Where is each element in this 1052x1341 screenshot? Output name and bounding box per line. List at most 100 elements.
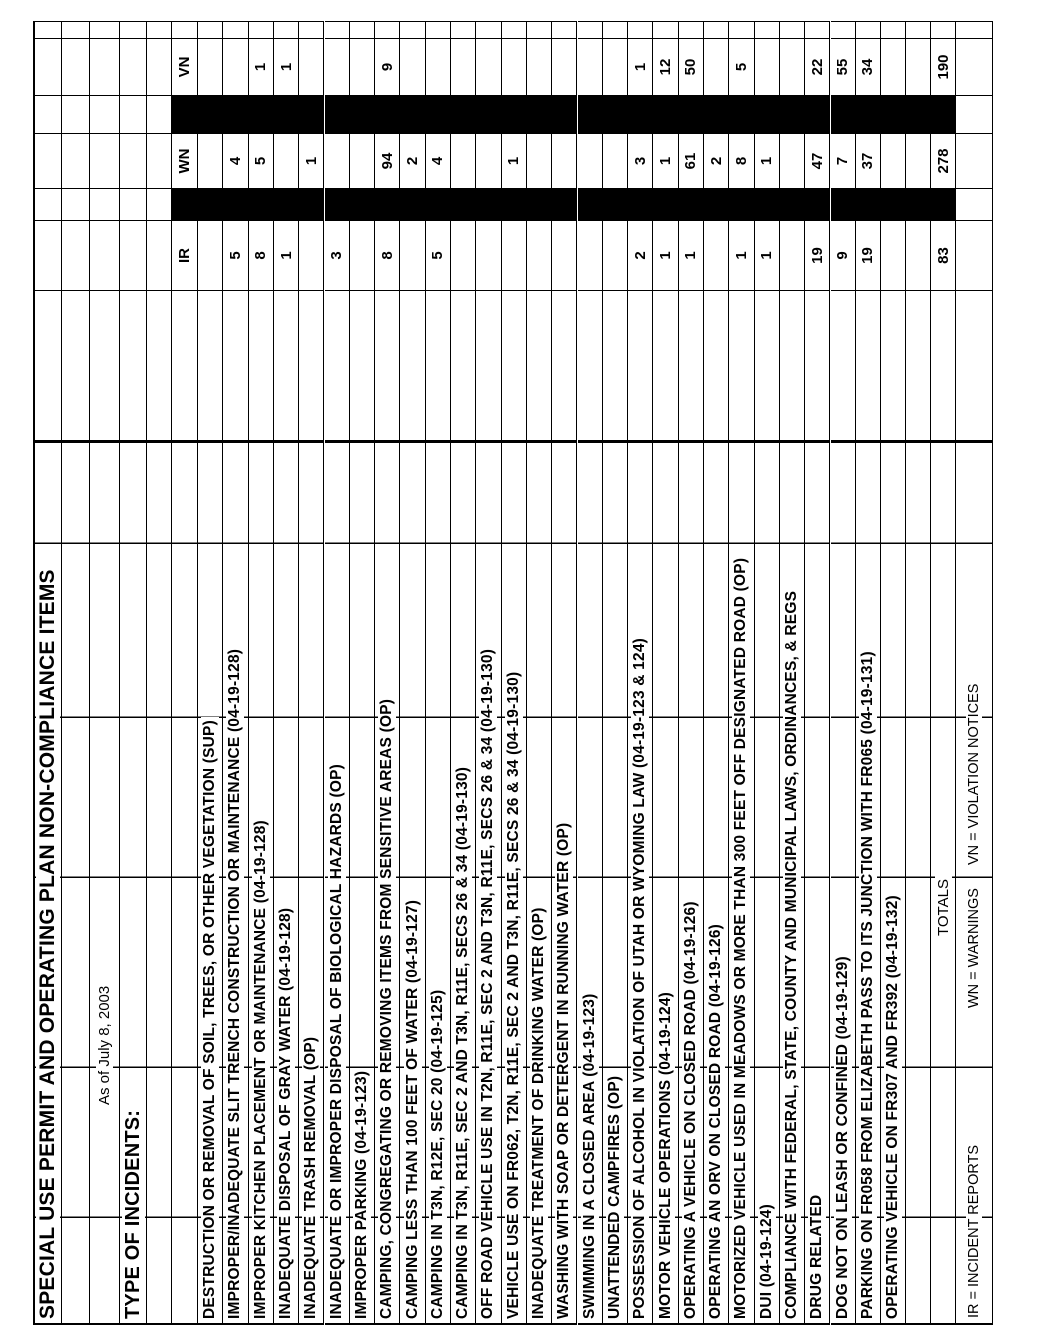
wn-cell — [956, 133, 993, 188]
wn-cell — [552, 133, 577, 188]
redaction-bar — [349, 95, 375, 133]
legend-ir: IR = INCIDENT REPORTS — [966, 1141, 983, 1321]
label-cell: IMPROPER PARKING (04-19-123) — [349, 440, 375, 1325]
legend-row: IR = INCIDENT REPORTS WN = WARNINGS VN = V… — [956, 21, 994, 1325]
vn-cell — [956, 38, 993, 95]
incident-type-label: DESTRUCTION OR REMOVAL OF SOIL, TREES, O… — [201, 717, 220, 1323]
wn-cell: 94 — [375, 133, 400, 188]
wn-cell — [526, 133, 552, 188]
label-cell: UNATTENDED CAMPFIRES (OP) — [602, 440, 628, 1325]
blank-cell — [501, 290, 526, 440]
label-cell: SPECIAL USE PERMIT AND OPERATING PLAN NO… — [35, 440, 61, 1325]
redaction-bar — [299, 95, 324, 133]
ir-count: 9 — [834, 251, 852, 260]
column-header-wn: WN — [176, 148, 193, 174]
wn-cell: 37 — [855, 133, 881, 188]
wn-count: 8 — [732, 156, 750, 166]
vn-cell — [62, 38, 89, 95]
end-cell — [653, 21, 678, 38]
redaction-bar — [602, 95, 628, 133]
wn-cell — [602, 133, 628, 188]
blank-cell — [425, 290, 450, 440]
wn-cell: 1 — [299, 133, 324, 188]
blank-cell — [324, 290, 349, 440]
blank-cell — [120, 290, 146, 440]
end-cell — [906, 21, 931, 38]
ir-count: 1 — [682, 251, 700, 260]
blank-cell — [956, 290, 993, 440]
vn-cell: VN — [172, 38, 197, 95]
incident-row: COMPLIANCE WITH FEDERAL, STATE, COUNTY A… — [779, 21, 806, 1325]
incident-type-label: UNATTENDED CAMPFIRES (OP) — [605, 1072, 624, 1323]
ir-cell — [704, 220, 729, 290]
redaction-bar — [35, 95, 61, 133]
vn-cell — [906, 38, 931, 95]
blank-cell — [451, 290, 476, 440]
vn-cell — [400, 38, 425, 95]
vn-cell: 1 — [273, 38, 299, 95]
redaction-bar — [62, 95, 89, 133]
wn-cell — [35, 133, 61, 188]
ir-cell — [779, 220, 805, 290]
incident-type-label: CAMPING LESS THAN 100 FEET OF WATER (04-… — [403, 896, 422, 1323]
label-cell: As of July 8, 2003 — [90, 440, 119, 1325]
ir-cell: 83 — [931, 220, 956, 290]
label-cell: CAMPING, CONGREGATING OR REMOVING ITEMS … — [375, 440, 400, 1325]
redaction-bar — [223, 188, 248, 220]
vn-count: 50 — [682, 58, 700, 76]
as-of-date: As of July 8, 2003 — [96, 982, 113, 1108]
label-cell — [147, 440, 171, 1325]
end-cell — [855, 21, 881, 38]
incident-type-label: CAMPING, CONGREGATING OR REMOVING ITEMS … — [378, 695, 397, 1323]
wn-cell — [881, 133, 906, 188]
blank-cell — [273, 290, 299, 440]
wn-count: 1 — [758, 156, 776, 166]
blank-cell — [62, 290, 89, 440]
ir-count: 1 — [758, 251, 776, 260]
date-row: As of July 8, 2003 — [90, 21, 120, 1325]
ir-cell — [451, 220, 476, 290]
incident-row: IMPROPER/INADEQUATE SLIT TRENCH CONSTRUC… — [223, 21, 249, 1325]
ir-cell: 8 — [248, 220, 273, 290]
ir-cell — [906, 220, 931, 290]
label-cell: PARKING ON FR058 FROM ELIZABETH PASS TO … — [855, 440, 881, 1325]
redaction-bar — [602, 188, 628, 220]
vn-cell: 1 — [628, 38, 653, 95]
redaction-bar — [476, 188, 501, 220]
incident-row: DRUG RELATED 19 47 22 — [805, 21, 831, 1325]
redaction-bar — [577, 95, 602, 133]
redaction-bar — [35, 188, 61, 220]
end-cell — [931, 21, 956, 38]
redaction-bar — [805, 95, 830, 133]
vn-cell — [90, 38, 119, 95]
type-of-incidents-heading: TYPE OF INCIDENTS: — [121, 1106, 145, 1323]
vn-cell — [147, 38, 171, 95]
blank-cell — [476, 290, 501, 440]
end-cell — [526, 21, 552, 38]
incident-row: MOTORIZED VEHICLE USED IN MEADOWS OR MOR… — [729, 21, 755, 1325]
wn-count: 47 — [808, 152, 826, 170]
wn-count: 1 — [302, 156, 320, 166]
vn-cell — [35, 38, 61, 95]
redaction-bar — [906, 95, 931, 133]
incident-row: INADEQUATE OR IMPROPER DISPOSAL OF BIOLO… — [324, 21, 350, 1325]
incident-row: POSSESSION OF ALCOHOL IN VIOLATION OF UT… — [628, 21, 654, 1325]
ir-cell — [198, 220, 223, 290]
incident-row: PARKING ON FR058 FROM ELIZABETH PASS TO … — [855, 21, 882, 1325]
redaction-bar — [830, 95, 855, 133]
redaction-bar — [830, 188, 855, 220]
redaction-bar — [881, 188, 906, 220]
end-cell — [577, 21, 602, 38]
end-cell — [501, 21, 526, 38]
redaction-bar — [653, 95, 678, 133]
vn-cell: 9 — [375, 38, 400, 95]
redaction-bar — [172, 188, 197, 220]
ir-total: 83 — [934, 247, 952, 264]
ir-cell — [956, 220, 993, 290]
wn-cell — [324, 133, 349, 188]
redaction-bar — [729, 188, 754, 220]
incident-type-label: OPERATING A VEHICLE ON CLOSED ROAD (04-1… — [681, 898, 700, 1323]
blank-cell — [830, 290, 855, 440]
wn-cell: 4 — [223, 133, 248, 188]
wn-cell: 278 — [931, 133, 956, 188]
